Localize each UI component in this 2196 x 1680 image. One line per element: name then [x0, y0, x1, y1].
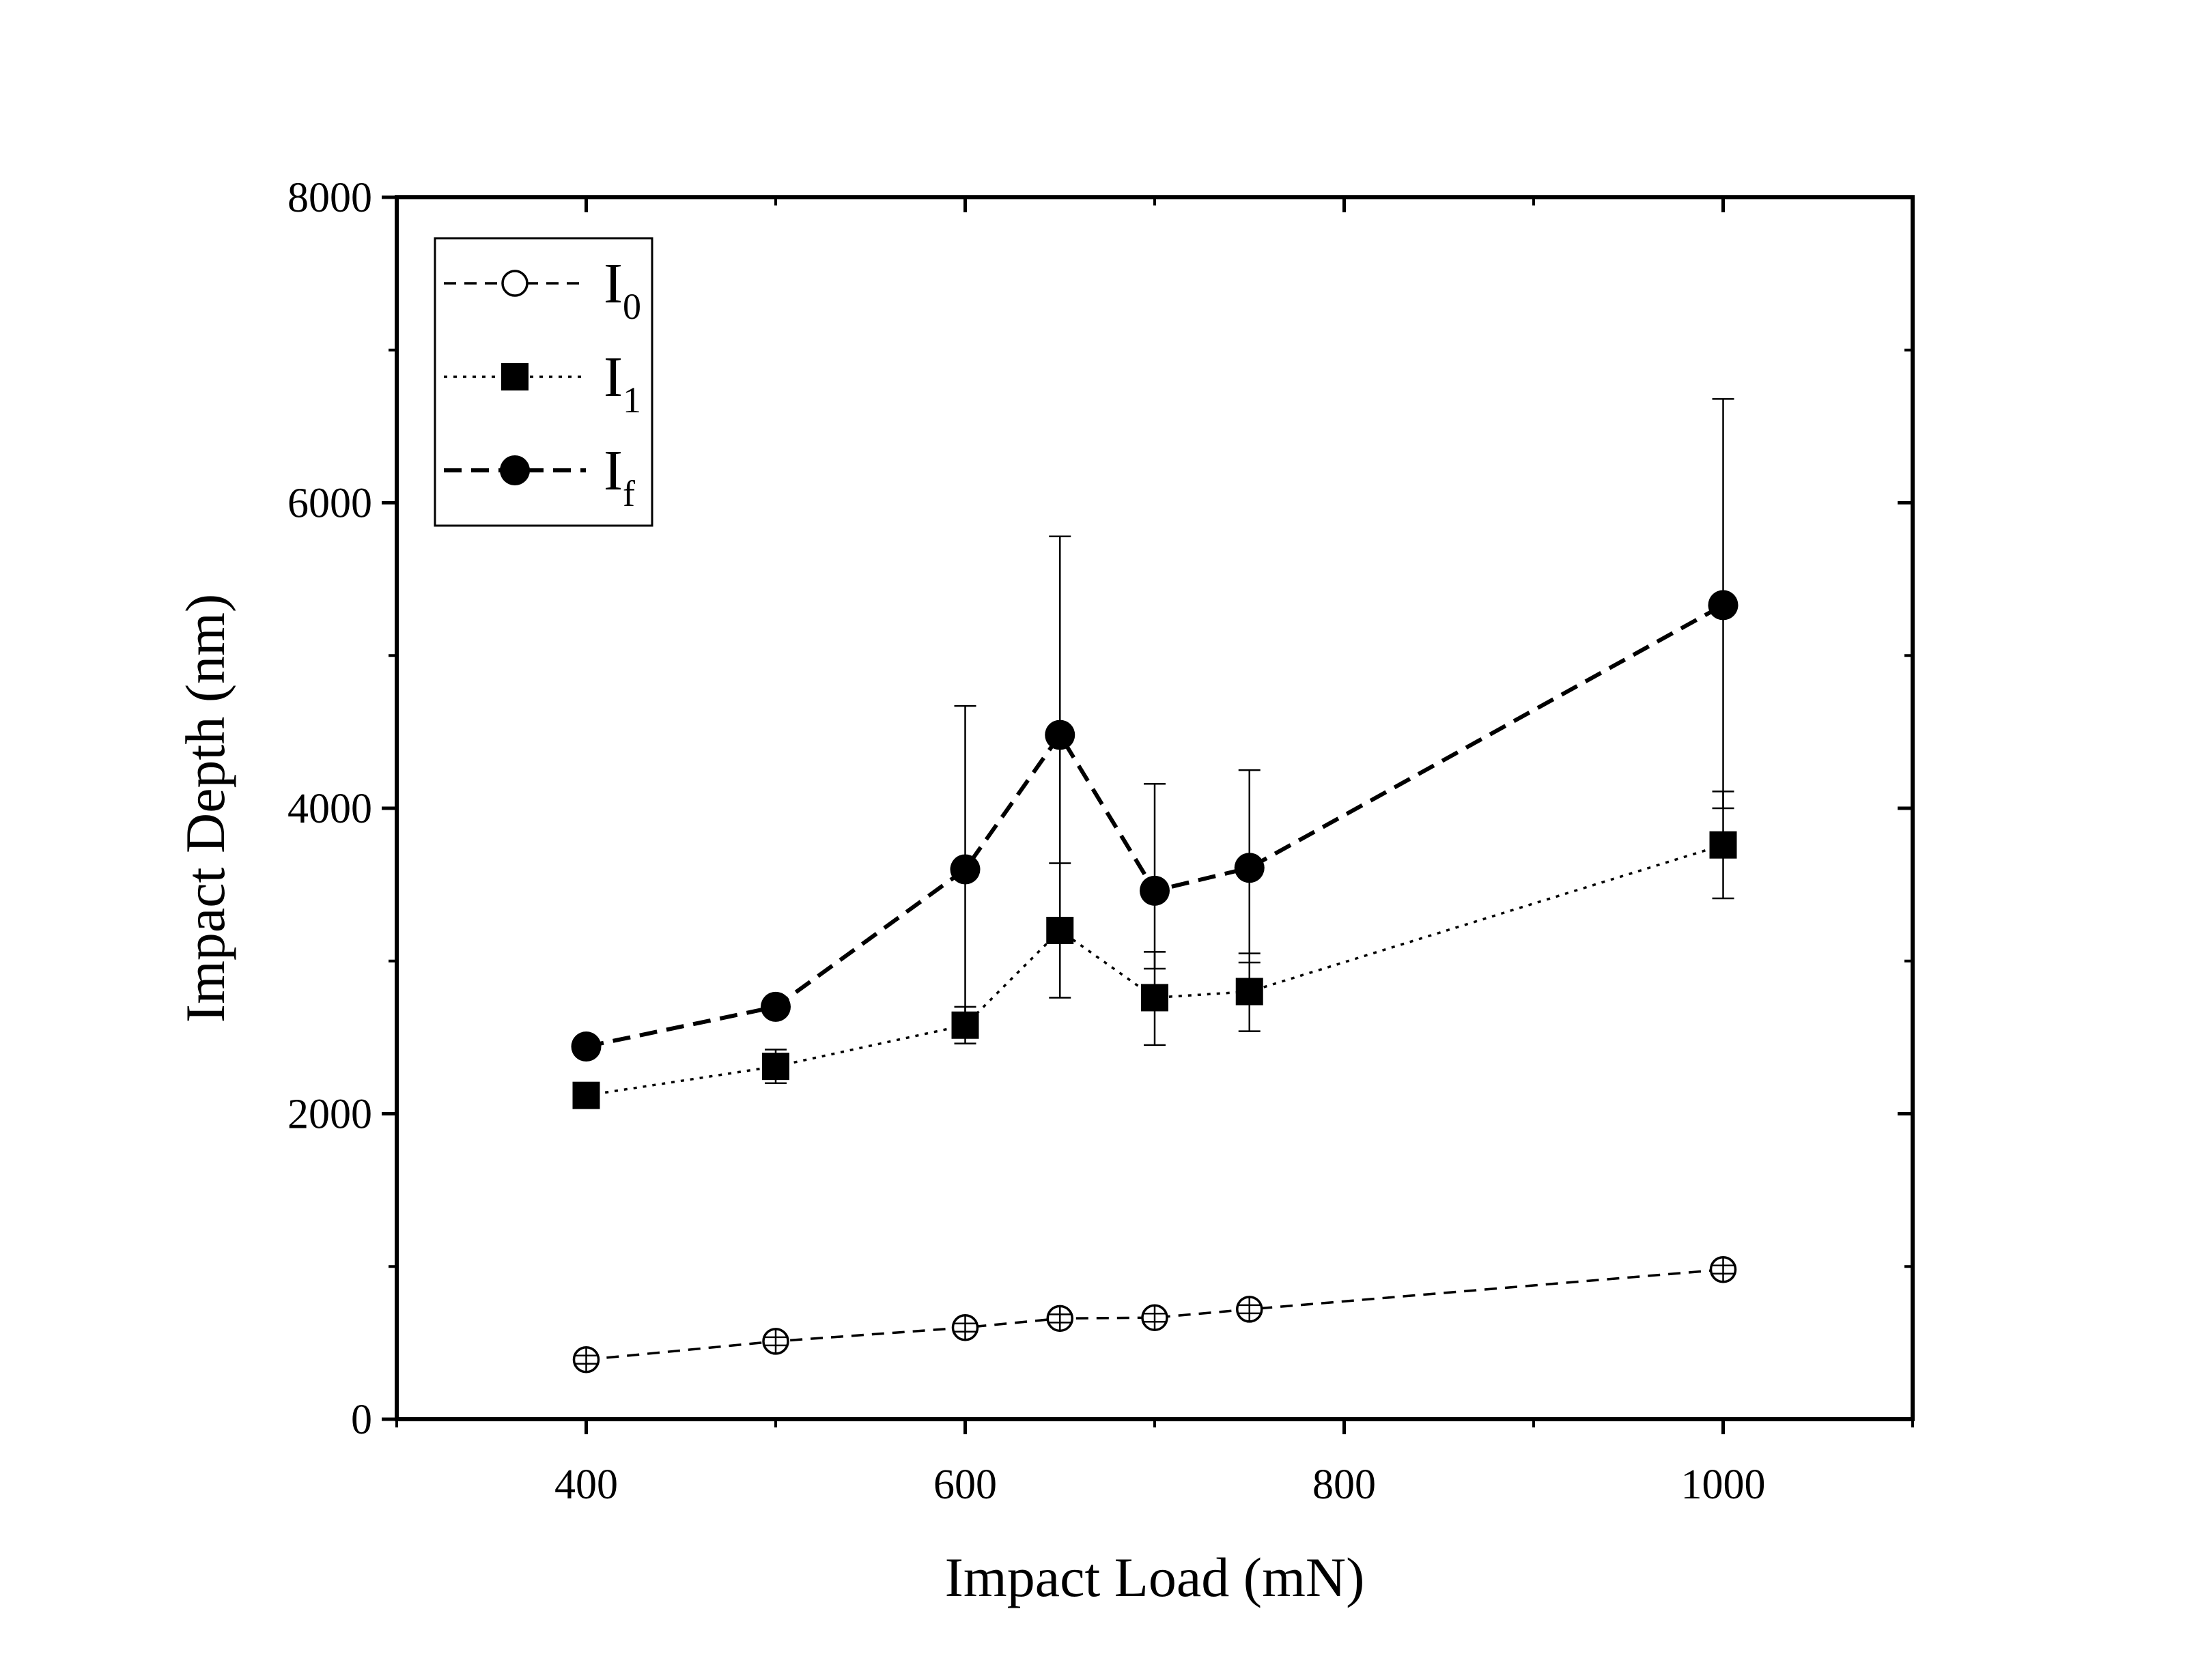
legend-item-if: If — [444, 439, 635, 514]
marker-shape — [1141, 984, 1168, 1012]
data-point-if — [1140, 875, 1170, 906]
legend-label-sub: 0 — [623, 286, 641, 327]
legend-label-main: I — [604, 252, 623, 315]
data-point-i1 — [1046, 917, 1074, 944]
legend-box — [434, 237, 653, 527]
marker-shape — [950, 854, 981, 885]
marker-shape — [1140, 875, 1170, 906]
marker-crosshair-i0 — [1049, 1306, 1071, 1331]
marker-shape — [761, 991, 791, 1022]
x-tick-label: 600 — [933, 1462, 997, 1508]
marker-shape — [951, 1011, 979, 1039]
data-point-i1 — [1141, 984, 1168, 1012]
data-point-i1 — [1709, 831, 1737, 859]
data-point-if — [1045, 720, 1075, 750]
data-point-if — [1708, 590, 1738, 621]
legend-label-sub: 1 — [623, 380, 641, 421]
legend-label-i0: I0 — [604, 252, 641, 327]
legend-label-sub: f — [623, 473, 635, 514]
data-point-if — [950, 854, 981, 885]
y-tick-label: 0 — [351, 1397, 372, 1443]
data-point-if — [1234, 853, 1265, 883]
data-point-i1 — [762, 1053, 789, 1081]
data-point-i1 — [1235, 978, 1263, 1006]
marker-crosshair-i0 — [1712, 1257, 1734, 1282]
legend-marker-if — [500, 455, 530, 485]
marker-shape — [1709, 831, 1737, 859]
marker-shape — [501, 270, 529, 297]
legend-label-i1: I1 — [604, 345, 641, 421]
data-point-i1 — [951, 1011, 979, 1039]
legend-item-i0: I0 — [444, 252, 641, 327]
marker-shape — [1235, 978, 1263, 1006]
x-tick-label: 400 — [554, 1462, 618, 1508]
x-tick-label: 800 — [1312, 1462, 1376, 1508]
legend-item-i1: I1 — [444, 345, 641, 421]
marker-shape — [571, 1031, 602, 1062]
marker-crosshair-i0 — [765, 1328, 787, 1354]
data-point-i1 — [572, 1081, 600, 1109]
marker-crosshair-i0 — [575, 1347, 597, 1372]
marker-shape — [1045, 720, 1075, 750]
x-axis-title: Impact Load (mN) — [945, 1546, 1365, 1608]
data-point-if — [761, 991, 791, 1022]
marker-shape — [572, 1081, 600, 1109]
series-markers — [571, 590, 1738, 1373]
legend-label-main: I — [604, 439, 623, 502]
marker-crosshair-i0 — [1144, 1305, 1166, 1330]
marker-shape — [1708, 590, 1738, 621]
legend-marker-i1 — [501, 363, 529, 390]
legend-marker-i0 — [501, 270, 529, 297]
y-tick-label: 6000 — [287, 481, 372, 527]
y-tick-label: 4000 — [287, 786, 372, 832]
marker-shape — [500, 455, 530, 485]
marker-crosshair-i0 — [954, 1315, 976, 1340]
axis-ticks: 400 600 800 1000 0 2000 4000 6000 8000 — [287, 175, 1914, 1508]
marker-shape — [1046, 917, 1074, 944]
x-tick-label: 1000 — [1681, 1462, 1766, 1508]
marker-shape — [1234, 853, 1265, 883]
data-point-if — [571, 1031, 602, 1062]
marker-shape — [762, 1053, 789, 1081]
legend-label-main: I — [604, 345, 623, 409]
marker-shape — [501, 363, 529, 390]
y-tick-label: 8000 — [287, 175, 372, 221]
legend-label-if: If — [604, 439, 635, 514]
marker-crosshair-i0 — [1238, 1296, 1261, 1322]
y-axis-title: Impact Depth (nm) — [174, 594, 236, 1023]
y-tick-label: 2000 — [287, 1092, 372, 1138]
